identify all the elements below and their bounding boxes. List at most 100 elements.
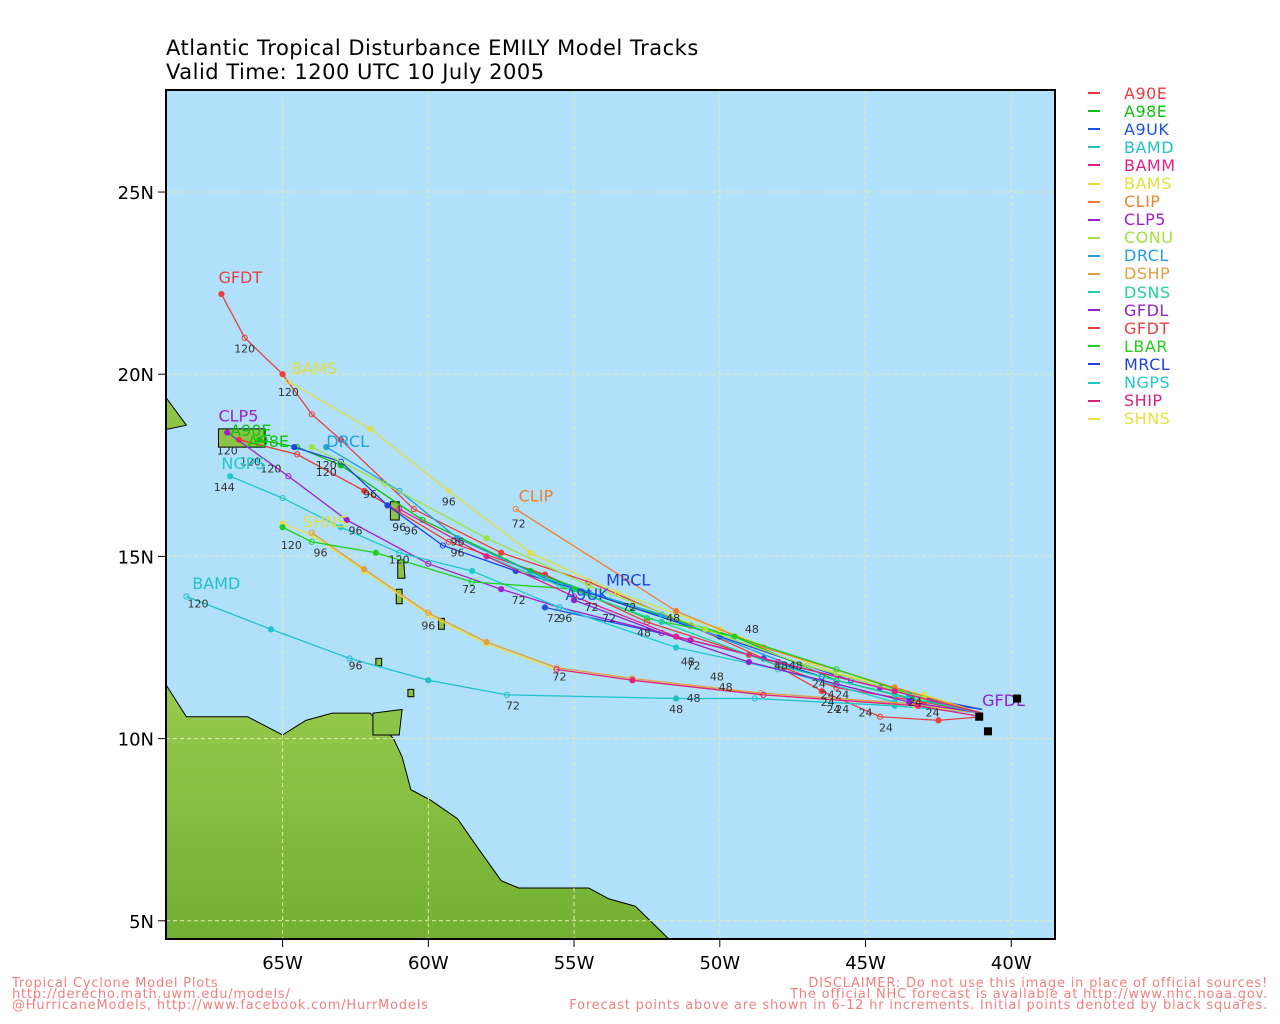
- lat-tick-label: 25N: [118, 183, 154, 204]
- hour-label: 72: [687, 659, 701, 672]
- hour-label: 72: [585, 601, 599, 614]
- hour-label: 24: [879, 721, 893, 734]
- hour-label: 48: [687, 692, 701, 705]
- legend-label: DSNS: [1124, 282, 1171, 302]
- model-tracks: [183, 290, 983, 724]
- track-point: [361, 566, 368, 573]
- hour-label: 72: [512, 594, 526, 607]
- track-point: [833, 684, 840, 691]
- legend-swatch: [1088, 417, 1100, 420]
- south-america-landmass: [166, 683, 670, 939]
- legend-label: GFDT: [1124, 318, 1170, 338]
- lon-tick-label: 40W: [991, 953, 1032, 974]
- track-point: [751, 695, 758, 702]
- track-point: [410, 505, 417, 513]
- hour-label: 96: [392, 521, 406, 534]
- track-point: [267, 626, 275, 633]
- track-label-gfdt: GFDT: [218, 268, 262, 287]
- track-point: [774, 662, 782, 669]
- legend-swatch: [1088, 291, 1100, 294]
- hour-label: 48: [666, 612, 680, 625]
- track-point: [256, 436, 263, 443]
- legend-label: MRCL: [1124, 354, 1171, 374]
- legend-label: BAMD: [1124, 137, 1175, 157]
- lon-tick-label: 60W: [408, 953, 449, 974]
- track-point: [227, 473, 234, 480]
- footer-disclaimer: DISCLAIMER: Do not use this image in pla…: [569, 976, 1268, 1013]
- track-point: [672, 644, 680, 651]
- legend-item-ship: SHIP: [1088, 391, 1176, 410]
- legend-item-gfdt: GFDT: [1088, 318, 1176, 338]
- hour-label: 144: [214, 481, 235, 494]
- legend-swatch: [1088, 128, 1100, 131]
- legend-swatch: [1088, 146, 1100, 149]
- legend-swatch: [1088, 182, 1100, 185]
- lat-tick-label: 20N: [118, 365, 154, 386]
- legend-swatch: [1088, 327, 1100, 330]
- track-point: [818, 688, 825, 695]
- track-point: [308, 529, 315, 536]
- legend-item-mrcl: MRCL: [1088, 354, 1176, 374]
- land-areas: [166, 396, 670, 939]
- hour-label: 24: [826, 703, 840, 716]
- track-point: [774, 658, 782, 666]
- track-point: [498, 586, 505, 593]
- track-point: [241, 334, 248, 341]
- track-label-bams: BAMS: [291, 359, 337, 378]
- track-point: [935, 717, 942, 724]
- track-point: [891, 688, 898, 695]
- hour-label: 24: [821, 689, 835, 702]
- track-point: [483, 638, 490, 646]
- hour-label: 120: [260, 463, 281, 476]
- track-point: [346, 655, 353, 662]
- track-label-a98e: A98E: [248, 432, 289, 451]
- track-point: [372, 549, 379, 556]
- hour-label: 120: [316, 459, 337, 472]
- track-point: [425, 677, 432, 684]
- track-point: [445, 538, 452, 545]
- track-point: [291, 443, 298, 451]
- track-point: [553, 664, 560, 671]
- hour-label: 96: [558, 612, 572, 625]
- hour-label: 48: [719, 681, 733, 694]
- legend-label: DSHP: [1124, 264, 1171, 284]
- hour-label: 72: [622, 601, 636, 614]
- track-point: [308, 411, 315, 418]
- hour-label: 72: [462, 583, 476, 596]
- track-point: [672, 633, 680, 640]
- track-point: [468, 578, 476, 586]
- legend-item-clip: CLIP: [1088, 192, 1176, 211]
- hour-label: 24: [859, 707, 873, 720]
- legend-swatch: [1088, 309, 1100, 312]
- hour-label: 48: [745, 623, 759, 636]
- map-axes: 65W 60W 55W 50W 45W 40W 5N 10N 15N 20N 25N: [118, 183, 1032, 974]
- hour-label: 48: [669, 703, 683, 716]
- hour-label: 120: [281, 539, 302, 552]
- track-point: [425, 609, 432, 616]
- track-point: [439, 542, 447, 549]
- track-point: [556, 604, 563, 611]
- map-subtitle: Valid Time: 1200 UTC 10 July 2005: [166, 60, 545, 84]
- hour-label: 72: [552, 670, 566, 683]
- track-point: [384, 502, 391, 509]
- track-point: [445, 487, 452, 494]
- lat-tick-label: 5N: [129, 912, 154, 933]
- legend-label: DRCL: [1124, 246, 1169, 266]
- initial-point-square: [1013, 694, 1022, 703]
- legend-item-drcl: DRCL: [1088, 246, 1176, 266]
- track-point: [343, 516, 350, 524]
- hour-label: 24: [835, 689, 849, 702]
- hour-label: 48: [774, 659, 788, 672]
- legend-swatch: [1088, 236, 1100, 239]
- legend-label: CLP5: [1124, 210, 1166, 230]
- hour-label: 72: [506, 699, 520, 712]
- legend-swatch: [1088, 345, 1100, 348]
- legend-swatch: [1088, 363, 1100, 366]
- track-point: [672, 607, 680, 615]
- track-point: [877, 713, 884, 720]
- track-point: [279, 524, 286, 531]
- hour-label: 72: [547, 612, 561, 625]
- map-frame: [165, 89, 1056, 940]
- track-label-a9uk: A9UK: [565, 585, 609, 604]
- legend-item-a98e: A98E: [1088, 102, 1176, 121]
